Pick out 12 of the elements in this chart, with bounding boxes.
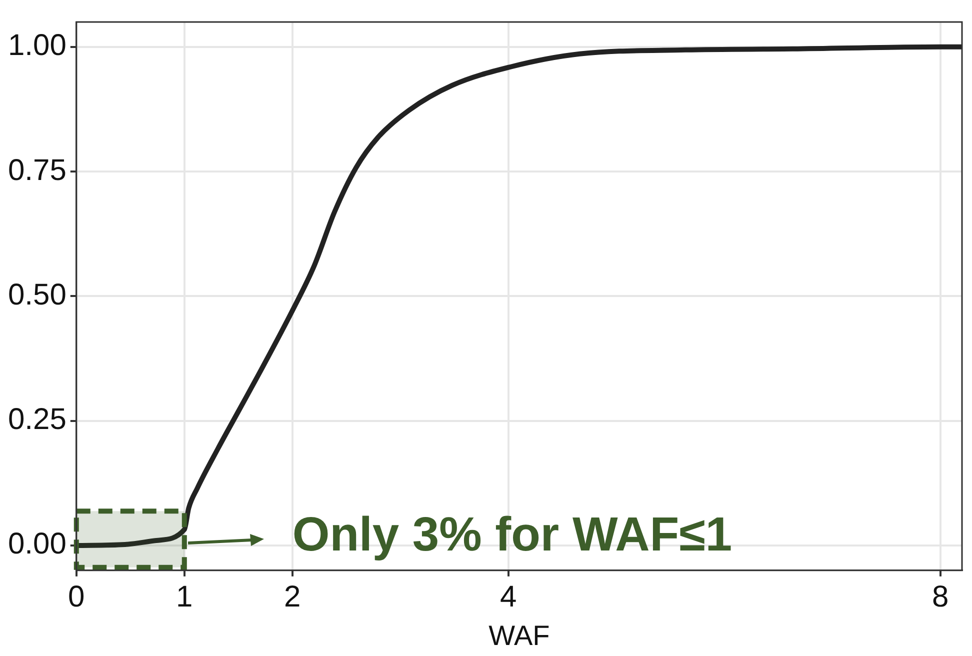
x-axis-title: WAF	[488, 620, 550, 651]
y-tick-label: 0.25	[8, 403, 66, 436]
y-tick-label: 1.00	[8, 29, 66, 62]
y-tick-label: 0.00	[8, 528, 66, 561]
y-tick-label: 0.50	[8, 278, 66, 312]
x-tick-label: 4	[500, 580, 517, 614]
y-tick-label: 0.75	[8, 154, 66, 187]
x-tick-label: 8	[932, 580, 949, 614]
band-label: Only 3% for WAF≤1	[292, 508, 732, 562]
x-tick-label: 0	[68, 580, 85, 614]
x-tick-label: 2	[284, 580, 301, 614]
x-tick-label: 1	[176, 580, 193, 614]
